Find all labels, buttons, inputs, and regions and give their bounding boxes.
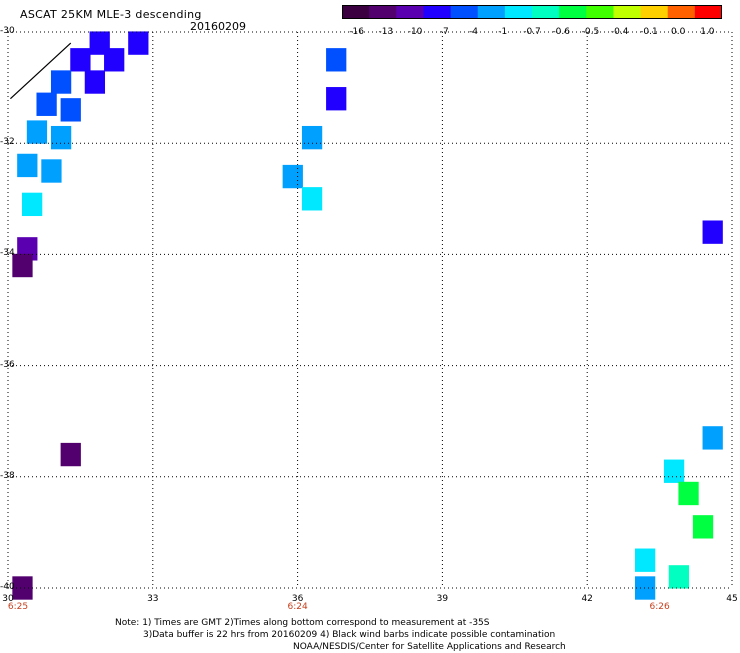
- data-cell: [12, 253, 33, 278]
- data-cell: [301, 125, 323, 150]
- x-tick-label: 45: [726, 594, 738, 604]
- data-cell: [702, 220, 723, 244]
- data-cell: [41, 159, 62, 183]
- time-label: 6:26: [649, 602, 670, 612]
- colorbar-label: -0.4: [610, 27, 629, 37]
- data-cell: [12, 576, 33, 600]
- colorbar-swatch: [586, 5, 614, 19]
- colorbar-swatch: [342, 5, 370, 19]
- data-cell: [50, 70, 72, 94]
- colorbar-swatch: [450, 5, 479, 19]
- x-tick-label: 36: [291, 594, 304, 604]
- colorbar-swatch: [423, 5, 452, 19]
- data-cell: [60, 98, 81, 122]
- data-cell: [634, 548, 656, 572]
- data-cell: [26, 120, 48, 144]
- data-cell: [36, 92, 57, 116]
- colorbar-swatch: [369, 5, 397, 19]
- colorbar: [342, 5, 722, 19]
- y-tick-label: -36: [0, 359, 15, 370]
- data-cell: [668, 565, 690, 589]
- colorbar-swatch: [477, 5, 506, 19]
- data-cell: [282, 164, 303, 189]
- x-tick-label: 42: [581, 594, 593, 604]
- colorbar-frame: [342, 5, 722, 19]
- y-tick-label: -40: [0, 582, 15, 592]
- data-cell: [17, 153, 38, 178]
- colorbar-swatch: [640, 5, 669, 19]
- y-tick-label: -30: [0, 26, 15, 36]
- colorbar-label: -13: [378, 27, 394, 37]
- colorbar-label: -1: [498, 27, 508, 37]
- data-cell: [50, 125, 72, 150]
- note-line-1: Note: 1) Times are GMT 2)Times along bot…: [115, 618, 490, 628]
- data-cell: [663, 459, 685, 483]
- time-label: 6:24: [287, 602, 308, 612]
- note-line-2: 3)Data buffer is 22 hrs from 20160209 4)…: [143, 630, 556, 640]
- colorbar-swatch: [613, 5, 642, 19]
- colorbar-swatch: [396, 5, 424, 19]
- y-tick-label: -38: [0, 470, 15, 481]
- colorbar-label: -4: [469, 27, 479, 37]
- chart-title: ASCAT 25KM MLE-3 descending: [20, 8, 202, 21]
- x-tick-label: 33: [147, 594, 159, 604]
- colorbar-label: 1.0: [700, 27, 715, 37]
- x-tick-label: 39: [436, 594, 449, 604]
- colorbar-swatch: [504, 5, 533, 19]
- notes: Note: 1) Times are GMT 2)Times along bot…: [115, 617, 566, 653]
- y-tick-label: -32: [0, 137, 15, 148]
- x-tick-label: 30: [2, 594, 14, 604]
- time-label: 6:25: [7, 602, 29, 612]
- y-tick-label: -34: [0, 248, 15, 259]
- data-cell: [70, 48, 91, 72]
- colorbar-label: -0.6: [552, 27, 570, 37]
- data-cell: [702, 426, 723, 450]
- note-line-3: NOAA/NESDIS/Center for Satellite Applica…: [293, 642, 566, 652]
- chart-date: 20160209: [190, 20, 246, 33]
- data-cell: [634, 576, 656, 600]
- data-cell: [128, 31, 149, 55]
- data-cell: [84, 70, 106, 94]
- data-cell: [301, 187, 323, 211]
- data-cell: [21, 192, 43, 217]
- data-cell: [326, 87, 347, 111]
- colorbar-label: 0.0: [670, 27, 686, 37]
- data-cell: [678, 481, 699, 506]
- colorbar-label: -0.5: [581, 27, 600, 37]
- colorbar-label: -10: [407, 27, 423, 37]
- colorbar-swatch: [559, 5, 587, 19]
- colorbar-swatch: [532, 5, 560, 19]
- data-cell: [692, 515, 714, 539]
- data-cell: [326, 48, 347, 72]
- data-cell: [60, 442, 81, 467]
- colorbar-swatch: [667, 5, 696, 19]
- data-cell: [104, 48, 125, 72]
- wind-barb-line: [10, 42, 72, 100]
- colorbar-swatch: [694, 5, 722, 19]
